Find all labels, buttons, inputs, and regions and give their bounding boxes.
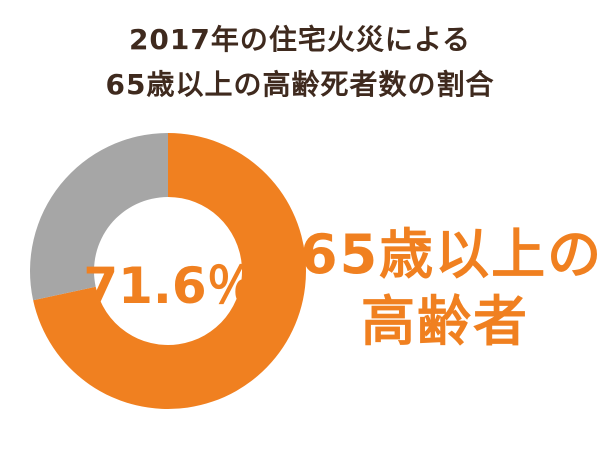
donut-slice-0: [33, 133, 306, 409]
chart-title-line-1: 2017年の住宅火災による: [128, 23, 472, 56]
highlight-label-line-1: 65歳以上の: [300, 223, 600, 286]
chart-title-line-2: 65歳以上の高齢死者数の割合: [105, 68, 495, 101]
highlight-label-line-2: 高齢者: [361, 290, 529, 353]
donut-slice-1: [29, 133, 168, 301]
center-value-label: 71.6％: [83, 257, 257, 315]
